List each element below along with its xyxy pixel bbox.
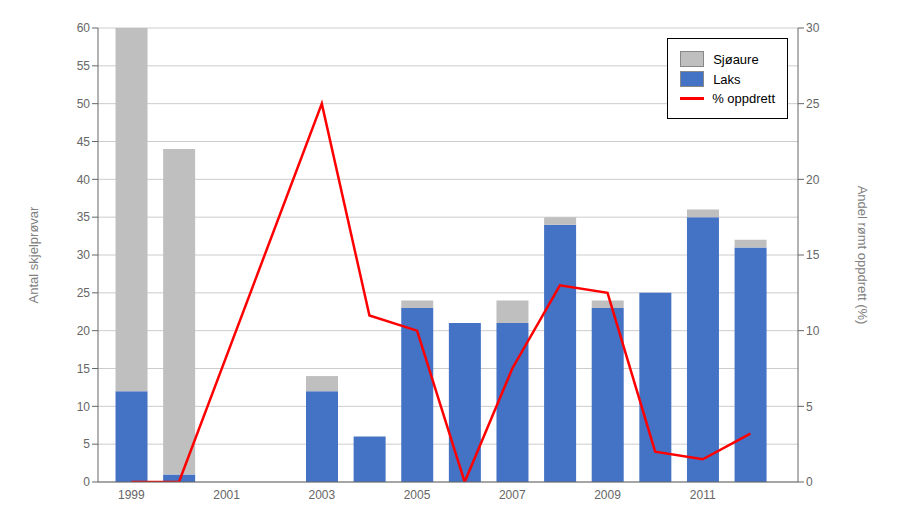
svg-text:5: 5 xyxy=(83,437,90,451)
svg-text:25: 25 xyxy=(77,286,91,300)
svg-text:20: 20 xyxy=(77,324,91,338)
svg-text:60: 60 xyxy=(77,21,91,35)
svg-text:2011: 2011 xyxy=(690,488,716,502)
svg-text:2001: 2001 xyxy=(213,488,240,502)
svg-text:25: 25 xyxy=(806,97,820,111)
svg-text:0: 0 xyxy=(83,475,90,489)
svg-text:20: 20 xyxy=(806,173,820,187)
svg-text:5: 5 xyxy=(806,400,813,414)
svg-text:1999: 1999 xyxy=(118,488,145,502)
svg-text:2005: 2005 xyxy=(404,488,431,502)
svg-text:2007: 2007 xyxy=(499,488,526,502)
svg-text:2009: 2009 xyxy=(594,488,621,502)
svg-text:15: 15 xyxy=(806,248,820,262)
svg-text:35: 35 xyxy=(77,210,91,224)
html-text:Sjøaure: Sjøaure xyxy=(713,51,759,67)
svg-text:30: 30 xyxy=(806,21,820,35)
svg-text:15: 15 xyxy=(77,362,91,376)
svg-text:Antal skjelprøvar: Antal skjelprøvar xyxy=(26,206,41,303)
svg-text:2003: 2003 xyxy=(308,488,335,502)
svg-text:30: 30 xyxy=(77,248,91,262)
svg-text:45: 45 xyxy=(77,135,91,149)
svg-text:10: 10 xyxy=(77,400,91,414)
svg-text:55: 55 xyxy=(77,59,91,73)
html-text:% oppdrett: % oppdrett xyxy=(712,91,775,106)
svg-text:0: 0 xyxy=(806,475,813,489)
svg-text:10: 10 xyxy=(806,324,820,338)
svg-text:40: 40 xyxy=(77,173,91,187)
svg-text:Andel rømt oppdrett (%): Andel rømt oppdrett (%) xyxy=(855,186,870,325)
svg-text:50: 50 xyxy=(77,97,91,111)
html-text:Laks: Laks xyxy=(713,71,741,87)
